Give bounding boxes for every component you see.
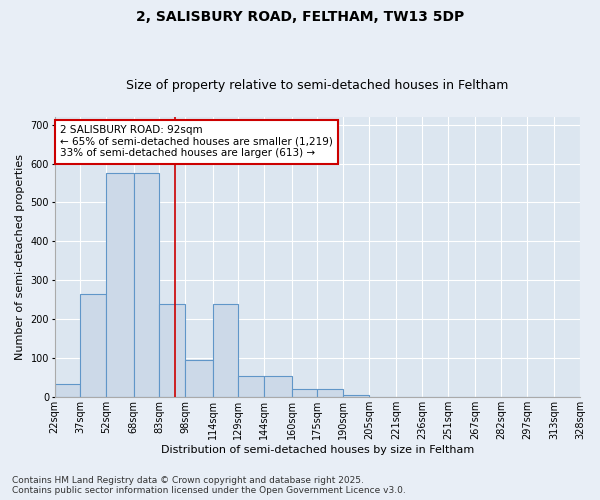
Bar <box>212 304 238 398</box>
Text: Contains HM Land Registry data © Crown copyright and database right 2025.
Contai: Contains HM Land Registry data © Crown c… <box>12 476 406 495</box>
Bar <box>264 376 292 398</box>
Bar <box>292 390 317 398</box>
Bar <box>238 376 264 398</box>
Bar <box>160 304 185 398</box>
Bar <box>106 174 134 398</box>
X-axis label: Distribution of semi-detached houses by size in Feltham: Distribution of semi-detached houses by … <box>161 445 474 455</box>
Bar <box>80 294 106 398</box>
Y-axis label: Number of semi-detached properties: Number of semi-detached properties <box>15 154 25 360</box>
Text: 2, SALISBURY ROAD, FELTHAM, TW13 5DP: 2, SALISBURY ROAD, FELTHAM, TW13 5DP <box>136 10 464 24</box>
Bar <box>134 174 160 398</box>
Bar <box>55 384 80 398</box>
Text: 2 SALISBURY ROAD: 92sqm
← 65% of semi-detached houses are smaller (1,219)
33% of: 2 SALISBURY ROAD: 92sqm ← 65% of semi-de… <box>60 125 333 158</box>
Bar <box>343 396 369 398</box>
Bar <box>317 390 343 398</box>
Bar <box>185 360 212 398</box>
Title: Size of property relative to semi-detached houses in Feltham: Size of property relative to semi-detach… <box>126 79 508 92</box>
